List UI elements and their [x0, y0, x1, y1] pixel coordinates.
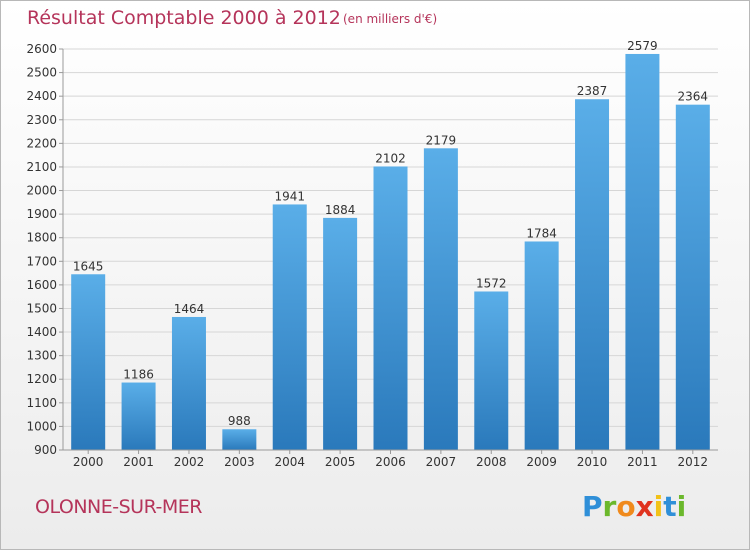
x-axis: 2000 2001 2002 2003 2004 2005 2006 2007 2008 2009…: [63, 449, 718, 469]
y-tick-label: 2300: [26, 113, 57, 127]
y-tick-label: 1200: [26, 372, 57, 386]
bar-2005: [323, 217, 358, 450]
x-tick-label-2003: 2003: [224, 455, 255, 469]
y-tick-label: 1000: [26, 419, 57, 433]
y-tick-label: 900: [34, 443, 57, 457]
data-label-2005: 1884: [325, 203, 356, 217]
x-tick-label-2012: 2012: [678, 455, 709, 469]
y-axis: 900 1000 1100 1200 1300 1400 1500 1600 1700 1800 1…: [26, 42, 64, 457]
y-tick-label: 1500: [26, 301, 57, 315]
data-label-2009: 1784: [526, 226, 557, 240]
y-tick-label: 1700: [26, 254, 57, 268]
y-tick-label: 2500: [26, 66, 57, 80]
data-label-2004: 1941: [274, 189, 305, 203]
x-tick-label-2008: 2008: [476, 455, 507, 469]
bar-2010: [575, 99, 610, 450]
data-label-2008: 1572: [476, 276, 507, 290]
bar-2009: [524, 241, 559, 450]
bar-2002: [171, 316, 206, 450]
bar-2003: [222, 429, 257, 450]
bar-2004: [272, 204, 307, 450]
bar-2012: [675, 104, 710, 450]
x-tick-label-2006: 2006: [375, 455, 406, 469]
bar-2001: [121, 382, 156, 450]
y-tick-label: 1300: [26, 349, 57, 363]
chart-title: Résultat Comptable 2000 à 2012: [27, 7, 341, 29]
data-label-2003: 988: [228, 414, 251, 428]
bars: [71, 53, 710, 451]
data-label-2010: 2387: [577, 84, 608, 98]
data-label-2006: 2102: [375, 151, 406, 165]
y-tick-label: 2600: [26, 42, 57, 56]
x-tick-label-2002: 2002: [174, 455, 205, 469]
x-tick-label-2005: 2005: [325, 455, 356, 469]
bar-2000: [71, 274, 106, 450]
y-tick-label: 1400: [26, 325, 57, 339]
bar-2006: [373, 166, 408, 450]
data-label-2012: 2364: [678, 90, 709, 104]
y-tick-label: 2100: [26, 160, 57, 174]
y-tick-label: 2000: [26, 184, 57, 198]
city-name: OLONNE-SUR-MER: [35, 496, 202, 518]
bar-2007: [423, 148, 458, 451]
y-tick-label: 1800: [26, 231, 57, 245]
bar-2008: [474, 291, 509, 450]
proxiti-logo[interactable]: Proxiti: [582, 490, 687, 523]
data-label-2001: 1186: [123, 368, 154, 382]
data-labels: 1645 1186 1464 988 1941 1884 2102 2179 1572 1784 2…: [73, 39, 708, 428]
chart-subtitle: (en milliers d'€): [343, 12, 438, 26]
x-tick-label-2011: 2011: [627, 455, 658, 469]
y-tick-label: 2400: [26, 89, 57, 103]
y-tick-label: 1600: [26, 278, 57, 292]
y-tick-label: 2200: [26, 136, 57, 150]
x-tick-label-2004: 2004: [274, 455, 305, 469]
y-tick-label: 1900: [26, 207, 57, 221]
x-tick-label-2007: 2007: [426, 455, 457, 469]
x-tick-label-2010: 2010: [577, 455, 608, 469]
x-tick-label-2001: 2001: [123, 455, 154, 469]
x-tick-label-2009: 2009: [526, 455, 557, 469]
bar-2011: [625, 53, 660, 451]
data-label-2000: 1645: [73, 259, 104, 273]
y-tick-label: 1100: [26, 396, 57, 410]
x-tick-label-2000: 2000: [73, 455, 104, 469]
data-label-2011: 2579: [627, 39, 658, 53]
data-label-2002: 1464: [174, 302, 205, 316]
data-label-2007: 2179: [426, 133, 457, 147]
